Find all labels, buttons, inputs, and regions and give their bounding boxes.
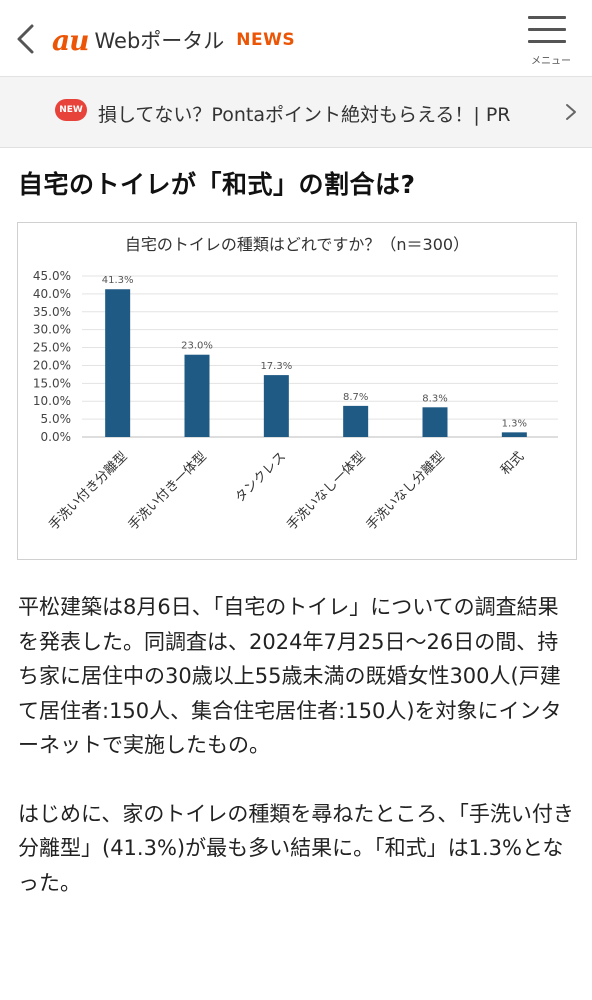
au-webportal-logo[interactable]: au Webポータル NEWS <box>52 20 295 60</box>
hamburger-icon-bar-3 <box>528 40 566 43</box>
bar <box>263 375 289 437</box>
promo-text: 損してない？Pontaポイント絶対もらえる！| PR <box>98 104 511 126</box>
app-header: au Webポータル NEWS メニュー <box>0 0 592 77</box>
y-tick-label: 35.0% <box>33 305 71 319</box>
y-tick-label: 25.0% <box>33 341 71 355</box>
y-tick-label: 45.0% <box>33 269 71 283</box>
bar <box>343 405 369 437</box>
bar <box>422 407 448 437</box>
logo-news-text: NEWS <box>236 30 296 50</box>
x-category-label: 手洗いなし一体型 <box>284 449 368 533</box>
logo-portal-text: Webポータル <box>94 29 225 53</box>
menu-label: メニュー <box>531 56 571 67</box>
article-title: 自宅のトイレが「和式」の割合は? <box>18 170 416 199</box>
y-tick-label: 5.0% <box>41 412 72 426</box>
y-tick-label: 10.0% <box>33 394 71 408</box>
x-category-label: 和式 <box>498 449 527 478</box>
data-label: 8.7% <box>343 392 368 403</box>
article-body: 平松建築は8月6日、「自宅のトイレ」についての調査結果を発表した。同調査は、20… <box>18 590 578 900</box>
y-tick-label: 20.0% <box>33 358 71 372</box>
data-label: 41.3% <box>102 275 134 286</box>
menu-button[interactable]: メニュー <box>524 14 571 67</box>
bar <box>501 432 527 437</box>
bar <box>105 289 131 437</box>
data-label: 8.3% <box>422 393 447 404</box>
y-tick-label: 15.0% <box>33 376 71 390</box>
article-paragraph-1: 平松建築は8月6日、「自宅のトイレ」についての調査結果を発表した。同調査は、20… <box>18 595 562 757</box>
promo-banner[interactable]: NEW 損してない？Pontaポイント絶対もらえる！| PR <box>0 77 592 148</box>
data-label: 23.0% <box>181 341 213 352</box>
y-tick-label: 0.0% <box>41 430 72 444</box>
logo-au-text: au <box>52 23 89 57</box>
article-paragraph-2: はじめに、家のトイレの種類を尋ねたところ、「手洗い付き分離型」(41.3%)が最… <box>18 801 574 895</box>
hamburger-icon-bar-2 <box>528 28 566 31</box>
x-category-label: 手洗いなし分離型 <box>364 449 448 533</box>
x-category-label: タンクレス <box>233 449 290 506</box>
chart-image: 自宅のトイレの種類はどれですか？（n＝300） 0.0% 5.0% 10.0% 15.0… <box>17 222 577 560</box>
back-chevron-icon[interactable] <box>12 22 42 56</box>
data-label: 1.3% <box>502 418 527 429</box>
chart-title: 自宅のトイレの種類はどれですか？（n＝300） <box>125 235 469 254</box>
bar <box>184 354 210 437</box>
bar-chart: 自宅のトイレの種類はどれですか？（n＝300） 0.0% 5.0% 10.0% 15.0… <box>33 235 558 533</box>
data-label: 17.3% <box>260 361 292 372</box>
new-badge: NEW <box>55 99 87 121</box>
y-tick-label: 40.0% <box>33 287 71 301</box>
x-category-label: 手洗い付き分離型 <box>46 449 130 533</box>
chevron-right-icon <box>566 104 576 120</box>
y-tick-label: 30.0% <box>33 323 71 337</box>
x-category-label: 手洗い付き一体型 <box>126 449 210 533</box>
hamburger-icon-bar-1 <box>528 16 566 19</box>
